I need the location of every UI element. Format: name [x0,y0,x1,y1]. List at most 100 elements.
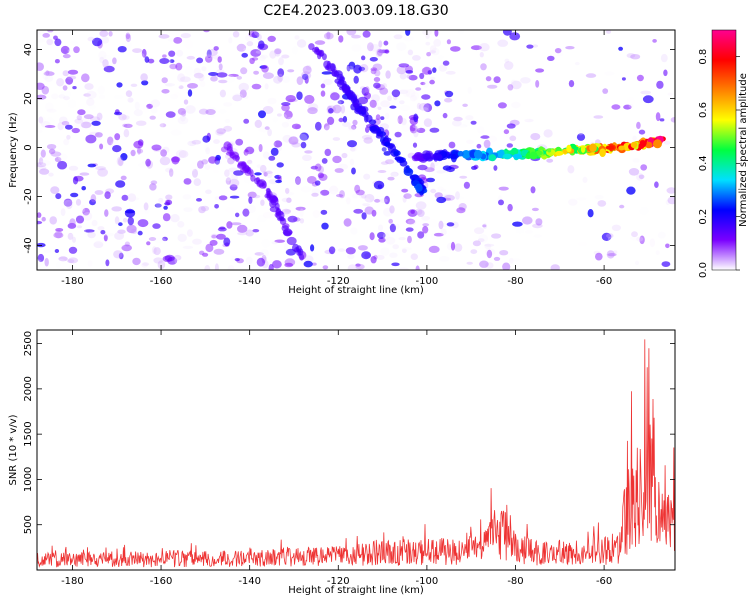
spectrogram-cell [310,244,315,252]
spectrogram-cell [369,44,381,52]
spectrogram-cell [100,36,110,44]
spectrogram-cell [203,30,210,33]
spectrogram-cell [152,223,161,229]
spectrogram-cell [362,203,370,207]
spectrogram-cell [327,116,335,125]
spectrogram-cell [387,192,396,197]
spectrogram-cell [183,178,192,185]
spectrogram-cell [67,222,77,229]
spectrogram-cell [337,163,349,170]
spectrogram-cell [37,242,46,248]
spectrogram-cell [511,101,521,109]
spectrogram-cell [375,114,381,121]
spectrogram-cell [599,148,606,157]
spectrogram-cell [44,75,54,82]
spectrogram-cell [273,140,283,148]
spectrogram-cell [281,104,290,112]
spectrogram-cell [478,234,489,243]
spectrogram-cell [283,228,293,237]
spectrogram-cell [159,58,170,64]
spectrogram-cell [136,52,145,59]
spectrogram-cell [267,35,276,43]
spectrogram-cell [351,167,356,175]
spectrogram-cell [636,172,644,181]
spectrogram-cell [54,249,60,253]
spectrogram-cell [308,43,315,51]
spectrogram-cell [68,246,78,254]
spectrogram-cell [424,153,431,158]
spectrogram-cell [201,66,207,72]
spectrogram-cell [462,242,473,250]
spectrogram-cell [524,118,534,123]
spectrogram-cell [326,112,336,118]
spectrogram-cell [228,37,233,44]
spectrogram-cell [457,150,464,157]
spectrogram-cell [252,108,258,116]
spectrogram-cell [423,118,432,127]
spectrogram-cell [403,35,414,42]
spectrogram-cell [299,218,305,224]
spectrogram-cell [556,52,564,57]
spectrogram-cell [385,70,391,79]
spectrogram-cell [198,73,205,82]
spectrogram-cell [635,149,645,158]
spectrogram-cell [114,231,125,240]
spectrogram-cell [102,54,112,62]
spectrogram-cell [425,41,431,46]
spectrogram-cell [170,156,181,163]
spectrogram-cell [667,196,675,205]
spectrogram-cell [636,236,644,242]
spectrogram-cell [177,73,186,83]
spectrogram-cell [440,228,447,236]
spectrogram-cell [67,232,74,240]
spectrogram-cell [60,208,66,217]
spectrogram-cell [510,79,517,86]
spectrogram-cell [286,236,297,246]
spectrogram-cell [307,176,317,184]
spectrogram-cell [262,72,274,79]
x-tick-label: -120 [327,576,350,587]
spectrogram-cell [321,222,329,230]
spectrogram-cell [285,95,296,103]
spectrogram-cell [512,221,523,227]
spectrogram-cell [196,198,202,202]
spectrogram-cell [497,102,507,109]
spectrogram-cell [169,168,174,177]
spectrogram-cell [223,102,233,107]
spectrogram-cell [324,148,332,157]
spectrogram-cell [252,194,261,199]
spectrogram-cell [292,46,298,55]
spectrogram-cell [315,121,322,131]
spectrogram-cell [509,32,521,41]
spectrogram-cell [442,112,448,119]
spectrogram-cell [338,79,345,86]
spectrogram-cell [639,206,649,216]
spectrogram-cell [393,150,401,157]
spectrogram-cell [252,229,260,233]
spectrogram-cell [133,140,144,149]
spectrogram-cell [480,63,487,71]
spectrogram-cell [70,40,78,45]
spectrogram-cell [214,128,226,136]
spectrogram-cell [177,108,186,115]
spectrogram-cell [296,91,303,100]
spectrogram-cell [264,126,270,130]
spectrogram-cell [649,238,656,248]
spectrogram-cell [611,104,621,110]
spectrogram-cell [416,127,426,133]
spectrogram-cell [510,147,519,156]
spectrogram-cell [382,232,390,241]
spectrogram-cell [116,156,124,166]
spectrogram-cell [85,134,97,144]
spectrogram-cell [593,107,604,116]
spectrogram-cell [502,153,512,160]
spectrogram-cell [44,257,49,267]
spectrogram-cell [42,33,50,38]
spectrogram-cell [363,173,371,180]
spectrogram-cell [442,165,452,171]
spectrogram-cell [399,100,405,105]
spectrogram-cell [95,69,105,75]
spectrogram-cell [181,110,187,117]
spectrogram-cell [498,199,504,206]
spectrogram-cell [444,90,454,98]
